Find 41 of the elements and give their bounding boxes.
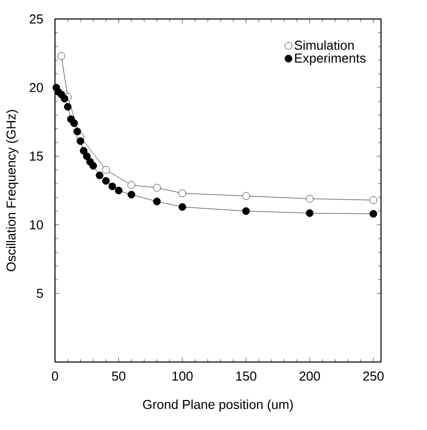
point (114, 186, 122, 194)
point (306, 209, 314, 217)
point (128, 190, 136, 198)
x-tick-label: 0 (52, 372, 58, 381)
point (60, 94, 68, 102)
x-tick-label: 150 (236, 372, 256, 381)
point (370, 196, 378, 204)
point (58, 52, 66, 60)
point (178, 203, 186, 211)
x-tick-label: 250 (363, 372, 384, 381)
point (242, 207, 250, 215)
point (153, 184, 161, 192)
y-tick-label: 10 (30, 220, 43, 230)
point (73, 128, 82, 136)
y-tick-label: 5 (36, 288, 43, 298)
point (370, 210, 378, 218)
point (102, 177, 110, 185)
legend-label: Experiments (295, 53, 366, 66)
point (128, 181, 136, 189)
point (76, 137, 84, 145)
point (89, 162, 97, 170)
point (178, 189, 186, 198)
y-axis-title: Oscillation Frequency (GHz) (6, 110, 18, 272)
x-tick-label: 50 (112, 372, 126, 381)
point (102, 166, 110, 174)
point (108, 182, 116, 190)
point (70, 119, 78, 128)
y-tick-label: 20 (30, 83, 43, 92)
legend-label: Simulation (294, 40, 354, 50)
point (83, 152, 91, 160)
point (64, 103, 72, 111)
x-tick-label: 100 (172, 372, 193, 381)
point (80, 146, 88, 155)
point (96, 172, 104, 180)
point (306, 194, 314, 203)
y-tick-label: 25 (30, 14, 43, 24)
y-tick-label: 15 (30, 152, 43, 161)
point (153, 198, 161, 206)
point (242, 192, 250, 200)
x-axis-title: Grond Plane position (um) (143, 400, 293, 412)
x-tick-label: 200 (300, 372, 320, 381)
